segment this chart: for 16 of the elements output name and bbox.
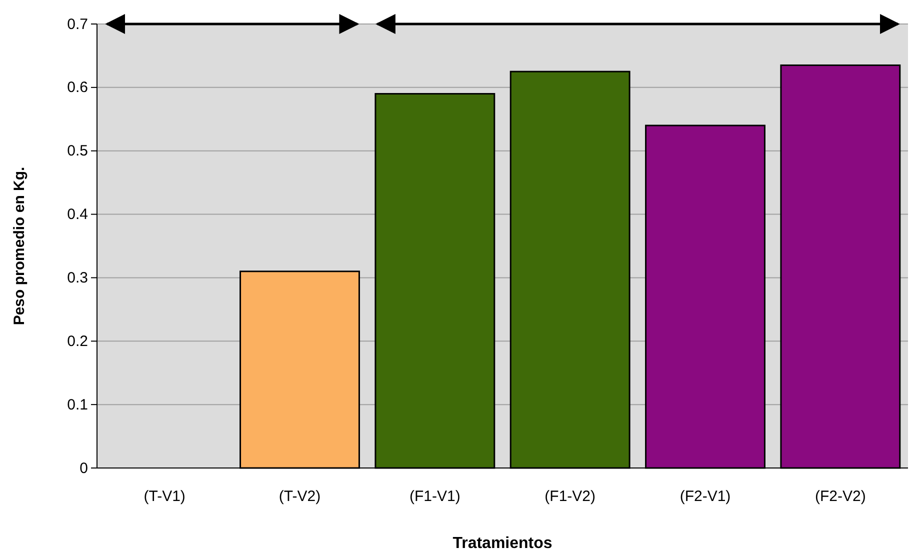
y-tick-label: 0 xyxy=(80,460,88,477)
y-tick-label: 0.6 xyxy=(67,79,88,96)
y-tick-label: 0.4 xyxy=(67,206,88,224)
x-tick-label: (T-V2) xyxy=(278,488,321,505)
x-axis-title: Tratamientos xyxy=(452,535,552,552)
x-tick-label: (F2-V1) xyxy=(680,488,731,505)
y-axis-title: Peso promedio en Kg. xyxy=(11,166,28,326)
x-tick-label: (F2-V2) xyxy=(814,488,866,505)
x-tick-label: (F1-V2) xyxy=(544,488,596,505)
x-tick-label: (T-V1) xyxy=(144,488,186,505)
x-tick-label: (F1-V1) xyxy=(409,488,460,505)
y-tick-label: 0.1 xyxy=(67,396,88,414)
y-tick-label: 0.7 xyxy=(67,16,88,33)
y-tick-label: 0.3 xyxy=(67,270,88,287)
y-tick-label: 0.5 xyxy=(67,142,88,160)
y-tick-label: 0.2 xyxy=(67,332,88,350)
